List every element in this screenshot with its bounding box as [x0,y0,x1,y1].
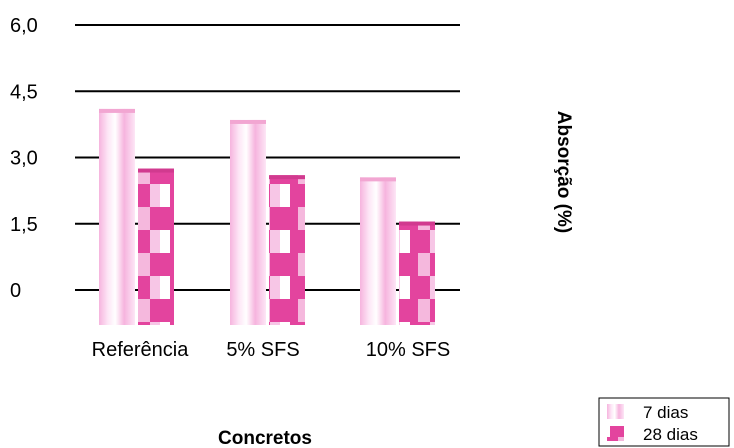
legend-label-28-dias: 28 dias [643,425,698,444]
bar-0-0 [99,108,135,326]
y-tick-label: 6,0 [10,15,38,37]
y-axis-ticks: 0 1,5 3,0 4,5 6,0 [10,15,38,302]
y-tick-label: 0 [10,280,21,302]
bars [99,108,435,326]
bar-top-1-0 [138,168,174,173]
bar-top-1-2 [399,221,435,226]
bar-1-1 [269,175,305,325]
x-axis-title: Concretos [218,428,312,448]
y-tick-label: 1,5 [10,214,38,236]
legend-label-7-dias: 7 dias [643,403,688,422]
legend-swatch-28-dias [607,426,624,441]
legend-swatch-7-dias [607,404,624,419]
x-category-label: 5% SFS [226,339,299,361]
bar-top-1-1 [269,175,305,180]
x-axis-categories: Referência 5% SFS 10% SFS [92,339,451,361]
bar-0-2 [360,177,396,325]
y-tick-label: 4,5 [10,81,38,103]
bar-1-0 [138,168,174,325]
legend: 7 dias 28 dias [598,397,730,447]
bar-top-0-2 [360,177,396,182]
x-category-label: Referência [92,339,190,361]
bar-0-1 [230,119,266,325]
x-category-label: 10% SFS [366,339,450,361]
bar-top-0-0 [99,108,135,113]
bar-top-0-1 [230,119,266,124]
y-tick-label: 3,0 [10,148,38,170]
bar-1-2 [399,221,435,325]
y-axis-title: Absorção (%) [553,111,574,233]
